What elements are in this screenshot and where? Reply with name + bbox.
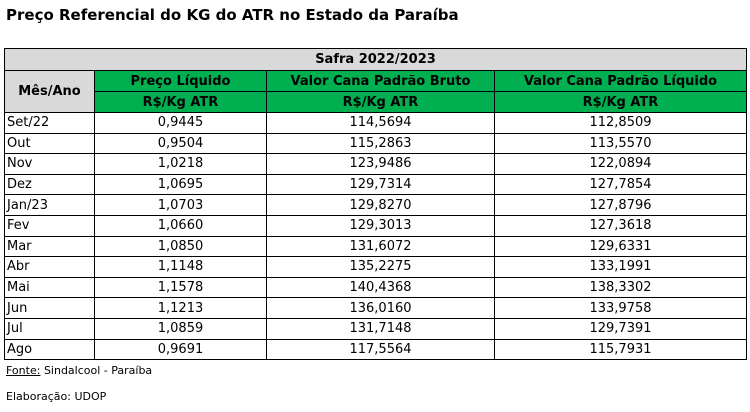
data-row: Abr 1,1148 135,2275 133,1991 xyxy=(4,256,747,278)
month-cell: Jun xyxy=(4,297,95,319)
units-row: R$/Kg ATR R$/Kg ATR R$/Kg ATR xyxy=(5,91,747,113)
value-cell: 0,9691 xyxy=(94,338,267,361)
value-cell: 133,9758 xyxy=(494,297,747,319)
value-cell: 135,2275 xyxy=(266,256,495,278)
data-row: Out 0,9504 115,2863 113,5570 xyxy=(4,132,747,155)
value-cell: 0,9445 xyxy=(94,112,267,134)
month-cell: Mar xyxy=(4,235,95,258)
value-cell: 114,5694 xyxy=(266,112,495,134)
credit: Elaboração: UDOP xyxy=(6,390,107,403)
data-row: Jan/23 1,0703 129,8270 127,8796 xyxy=(4,194,747,216)
value-cell: 131,7148 xyxy=(266,317,495,340)
data-row: Jun 1,1213 136,0160 133,9758 xyxy=(4,297,747,319)
data-row: Mai 1,1578 140,4368 138,3302 xyxy=(4,276,747,299)
value-cell: 1,0218 xyxy=(94,153,267,175)
value-cell: 1,0695 xyxy=(94,173,267,196)
source: Sindalcool - Paraíba xyxy=(43,364,153,377)
value-cell: 127,8796 xyxy=(494,194,747,216)
value-cell: 1,0859 xyxy=(94,317,267,340)
unit-header: R$/Kg ATR xyxy=(494,91,747,113)
data-row: Jul 1,0859 131,7148 129,7391 xyxy=(4,317,747,340)
value-cell: 1,0850 xyxy=(94,235,267,258)
price-table: Safra 2022/2023 Mês/Ano Preço Líquido Valor… xyxy=(4,48,747,361)
value-cell: 129,8270 xyxy=(266,194,495,216)
value-cell: 1,0660 xyxy=(94,214,267,237)
value-cell: 127,3618 xyxy=(494,214,747,237)
value-cell: 112,8509 xyxy=(494,112,747,134)
value-cell: 127,7854 xyxy=(494,173,747,196)
value-cell: 115,7931 xyxy=(494,338,747,361)
month-cell: Ago xyxy=(4,338,95,361)
value-cell: 133,1991 xyxy=(494,256,747,278)
month-cell: Fev xyxy=(4,214,95,237)
month-cell: Mai xyxy=(4,276,95,299)
source-label: Fonte: xyxy=(6,364,41,377)
data-row: Dez 1,0695 129,7314 127,7854 xyxy=(4,173,747,196)
row-header: Mês/Ano xyxy=(4,70,95,113)
value-cell: 140,4368 xyxy=(266,276,495,299)
column-header: Valor Cana Padrão Líquido xyxy=(494,70,747,92)
value-cell: 1,1578 xyxy=(94,276,267,299)
month-cell: Nov xyxy=(4,153,95,175)
month-cell: Abr xyxy=(4,256,95,278)
source-line: Fonte: Sindalcool - Paraíba xyxy=(6,364,152,377)
value-cell: 136,0160 xyxy=(266,297,495,319)
unit-header: R$/Kg ATR xyxy=(266,91,495,113)
data-row: Mar 1,0850 131,6072 129,6331 xyxy=(4,235,747,258)
data-row: Fev 1,0660 129,3013 127,3618 xyxy=(4,214,747,237)
value-cell: 129,7314 xyxy=(266,173,495,196)
value-cell: 138,3302 xyxy=(494,276,747,299)
month-cell: Set/22 xyxy=(4,112,95,134)
value-cell: 0,9504 xyxy=(94,132,267,155)
caption: Safra 2022/2023 xyxy=(4,48,747,71)
column-header: Preço Líquido xyxy=(94,70,267,92)
value-cell: 117,5564 xyxy=(266,338,495,361)
data-row: Ago 0,9691 117,5564 115,7931 xyxy=(4,338,747,361)
month-cell: Dez xyxy=(4,173,95,196)
caption-row: Safra 2022/2023 xyxy=(4,48,747,71)
month-cell: Jul xyxy=(4,317,95,340)
value-cell: 129,7391 xyxy=(494,317,747,340)
value-cell: 122,0894 xyxy=(494,153,747,175)
column-header: Valor Cana Padrão Bruto xyxy=(266,70,495,92)
data-row: Nov 1,0218 123,9486 122,0894 xyxy=(4,153,747,175)
value-cell: 131,6072 xyxy=(266,235,495,258)
value-cell: 129,6331 xyxy=(494,235,747,258)
value-cell: 115,2863 xyxy=(266,132,495,155)
value-cell: 113,5570 xyxy=(494,132,747,155)
month-cell: Out xyxy=(4,132,95,155)
value-cell: 129,3013 xyxy=(266,214,495,237)
unit-header: R$/Kg ATR xyxy=(94,91,267,113)
value-cell: 123,9486 xyxy=(266,153,495,175)
data-row: Set/22 0,9445 114,5694 112,8509 xyxy=(4,112,747,134)
value-cell: 1,0703 xyxy=(94,194,267,216)
header-row: Mês/Ano Preço Líquido Valor Cana Padrão Br… xyxy=(4,70,747,113)
value-cell: 1,1148 xyxy=(94,256,267,278)
value-cell: 1,1213 xyxy=(94,297,267,319)
title: Preço Referencial do KG do ATR no Estado… xyxy=(6,6,459,24)
month-cell: Jan/23 xyxy=(4,194,95,216)
